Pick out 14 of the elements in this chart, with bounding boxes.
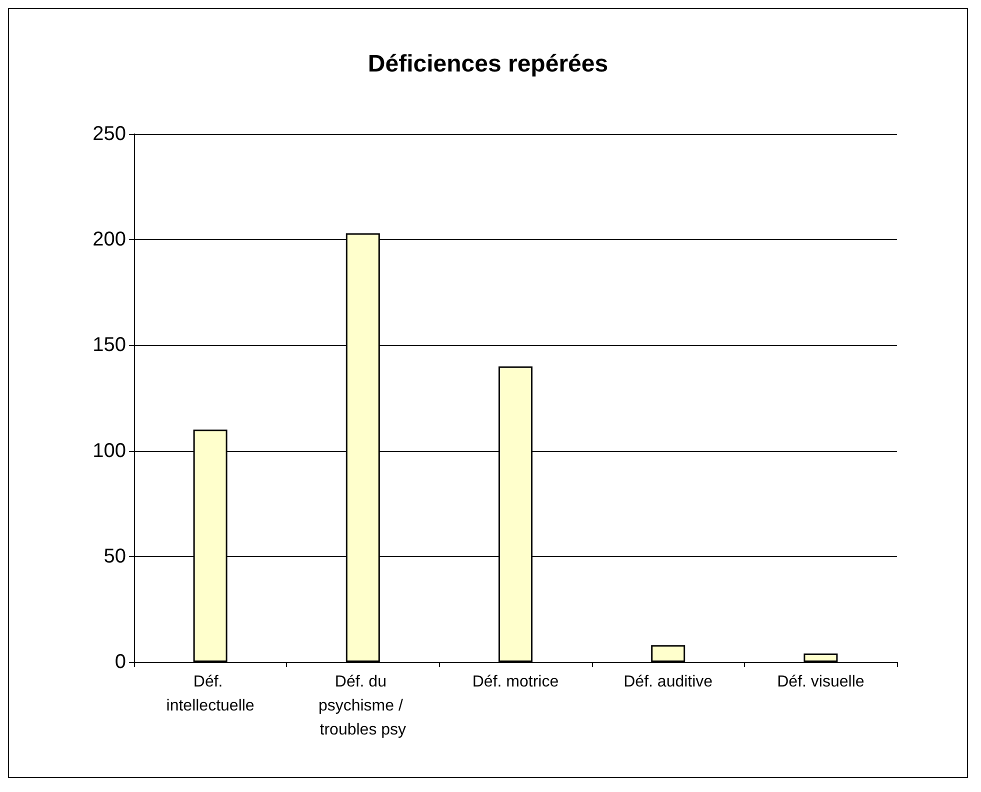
y-tick-label: 50	[104, 545, 126, 568]
y-tick-label: 200	[92, 228, 126, 251]
y-tick-label: 100	[92, 440, 126, 462]
x-tick-label: Déf. auditive	[624, 674, 713, 690]
x-tick-label: Déf. visuelle	[777, 674, 864, 690]
bar	[651, 645, 686, 662]
chart-title: Déficiences repérées	[368, 50, 608, 78]
x-tick-label: Déf. du psychisme / troubles psy	[318, 674, 408, 738]
y-tick-label: 250	[92, 123, 126, 145]
y-tick-label: 0	[114, 651, 126, 673]
x-tick-label: Déf. motrice	[472, 674, 559, 690]
x-tick-label: Déf. intellectuelle	[166, 674, 254, 714]
bar	[804, 654, 838, 662]
y-tick-label: 150	[92, 334, 126, 356]
